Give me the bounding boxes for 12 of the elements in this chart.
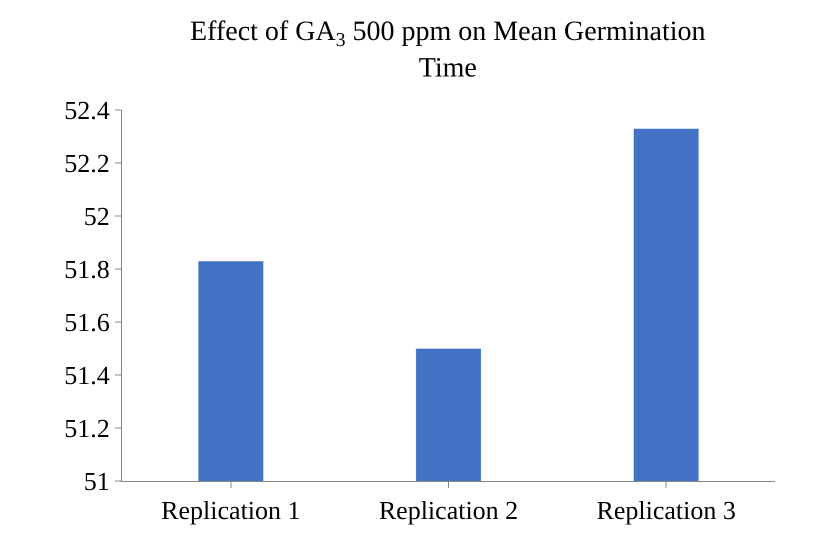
chart-title: Effect of GA$_{3}$ 500 ppm on Mean Germination Time bbox=[190, 16, 706, 84]
y-tick-label: 51.4 bbox=[64, 361, 110, 390]
y-tick-label: 51.8 bbox=[64, 255, 110, 284]
y-tick-label: 52.2 bbox=[64, 149, 110, 178]
x-tick-label: Replication 2 bbox=[378, 496, 518, 526]
x-tick-label: Replication 1 bbox=[161, 496, 301, 526]
y-tick-label: 51.2 bbox=[64, 414, 110, 444]
y-tick-label: 52.4 bbox=[64, 96, 110, 126]
y-tick-label: 51 bbox=[84, 467, 110, 496]
y-tick-label: 51.6 bbox=[64, 308, 110, 338]
y-tick-label: 52 bbox=[84, 202, 110, 232]
x-tick-label: Replication 3 bbox=[596, 496, 736, 526]
